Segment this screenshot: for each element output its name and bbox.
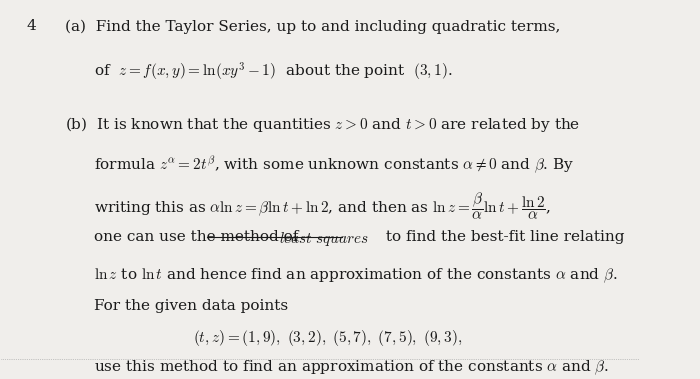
Text: of  $z = f(x,y) = \ln(xy^3 - 1)$  about the point  $(3,1)$.: of $z = f(x,y) = \ln(xy^3 - 1)$ about th…	[94, 61, 453, 83]
Text: writing this as $\alpha \ln z = \beta \ln t + \ln 2$, and then as $\ln z = \dfra: writing this as $\alpha \ln z = \beta \l…	[94, 191, 551, 222]
Text: $(t, z) = (1, 9),\ (3, 2),\ (5, 7),\ (7, 5),\ (9, 3),$: $(t, z) = (1, 9),\ (3, 2),\ (5, 7),\ (7,…	[193, 328, 462, 348]
Text: use this method to find an approximation of the constants $\alpha$ and $\beta$.: use this method to find an approximation…	[94, 359, 609, 377]
Text: (a)  Find the Taylor Series, up to and including quadratic terms,: (a) Find the Taylor Series, up to and in…	[65, 19, 561, 34]
Text: 4: 4	[27, 19, 36, 33]
Text: formula $z^{\alpha} = 2t^{\beta}$, with some unknown constants $\alpha \neq 0$ a: formula $z^{\alpha} = 2t^{\beta}$, with …	[94, 153, 574, 175]
Text: (b)  It is known that the quantities $z > 0$ and $t > 0$ are related by the: (b) It is known that the quantities $z >…	[65, 115, 580, 134]
Text: to find the best-fit line relating: to find the best-fit line relating	[381, 230, 624, 244]
Text: For the given data points: For the given data points	[94, 299, 288, 313]
Text: one can use the method of: one can use the method of	[94, 230, 303, 244]
Text: $\ln z$ to $\ln t$ and hence find an approximation of the constants $\alpha$ and: $\ln z$ to $\ln t$ and hence find an app…	[94, 266, 617, 285]
Text: $\mathit{least\ squares}$: $\mathit{least\ squares}$	[279, 230, 369, 249]
